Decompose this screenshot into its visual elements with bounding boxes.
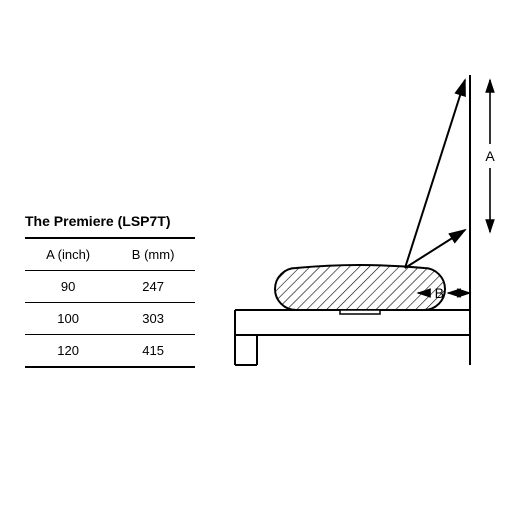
product-title: The Premiere (LSP7T) — [25, 213, 210, 229]
projector-diagram: AB — [210, 0, 520, 520]
col-header-a: A (inch) — [25, 238, 111, 271]
table-row: 120 415 — [25, 334, 195, 367]
svg-text:B: B — [435, 285, 444, 301]
col-header-b: B (mm) — [111, 238, 195, 271]
diagram-panel: AB — [210, 0, 520, 520]
spec-panel: The Premiere (LSP7T) A (inch) B (mm) 90 … — [0, 153, 210, 368]
table-row: 100 303 — [25, 302, 195, 334]
table-row: 90 247 — [25, 270, 195, 302]
spec-table: A (inch) B (mm) 90 247 100 303 120 415 — [25, 237, 195, 368]
svg-text:A: A — [485, 148, 495, 164]
